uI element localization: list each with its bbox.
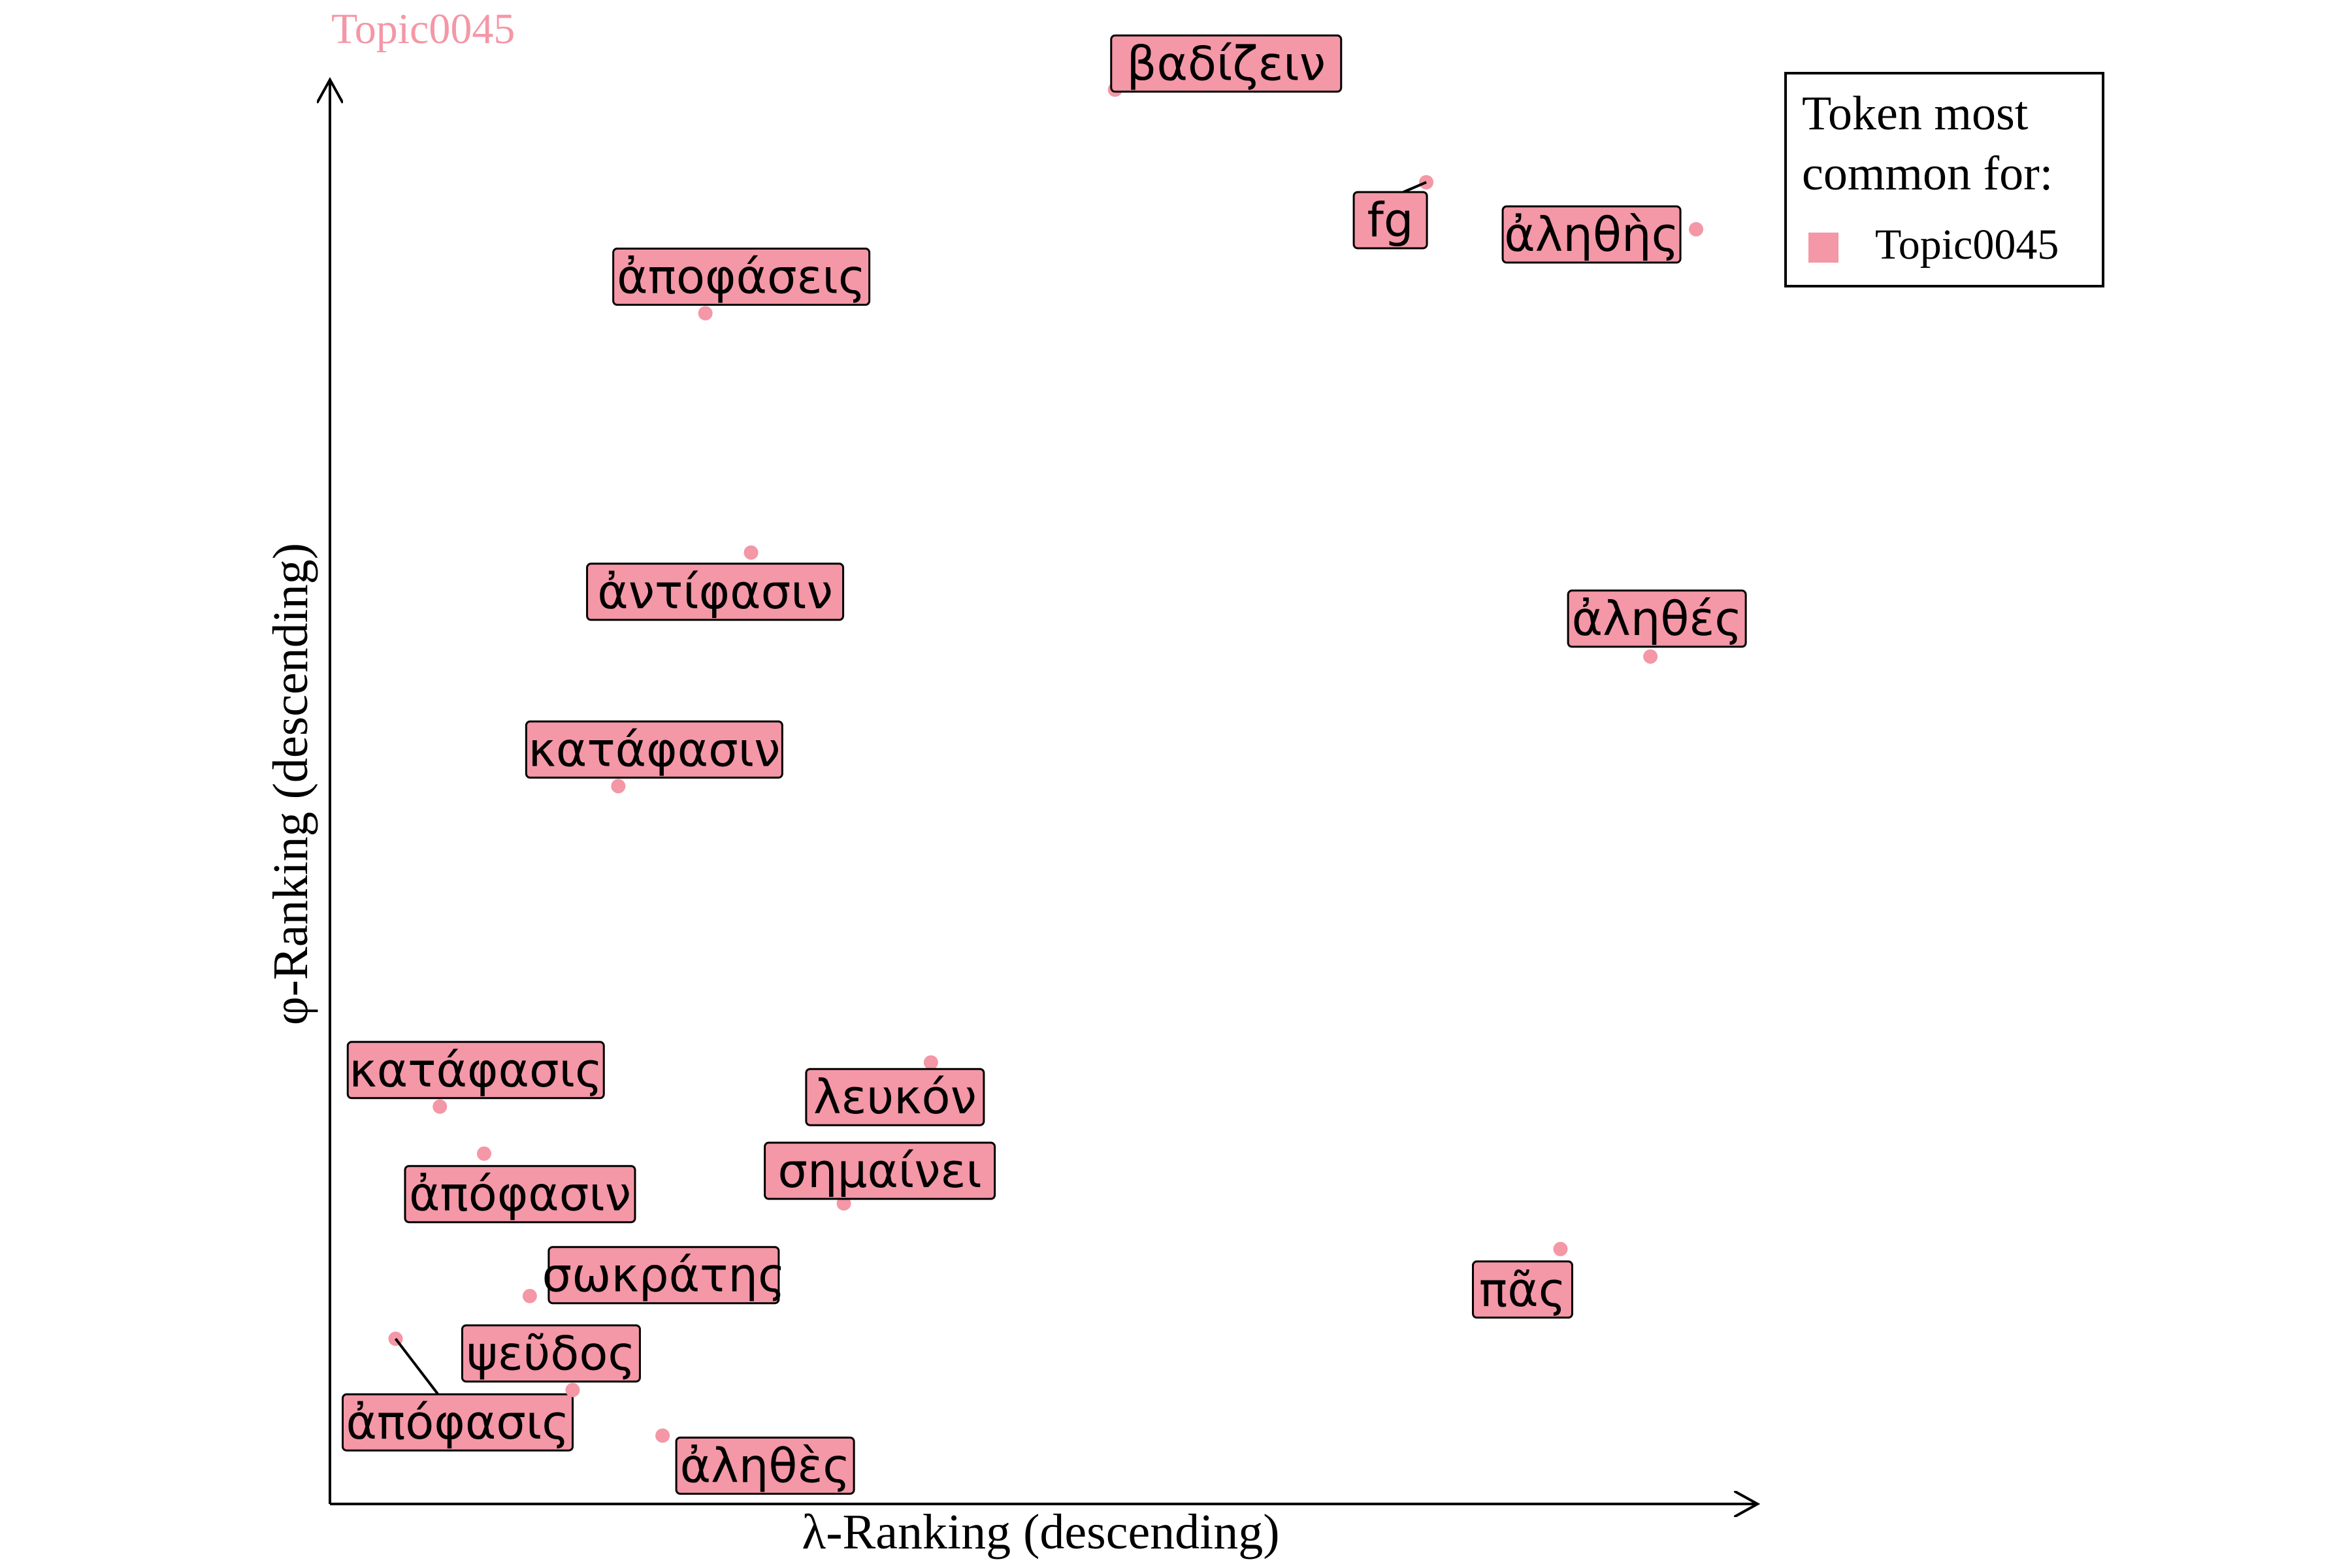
data-label-box: [1110, 34, 1343, 93]
data-label: ἀποφάσεις: [617, 250, 866, 304]
data-point: [1643, 649, 1658, 664]
data-label: ἀληθὲς: [680, 1438, 851, 1493]
legend-title-line: common for:: [1802, 147, 2053, 201]
label-leader-line: [394, 1337, 440, 1396]
data-point: [743, 545, 759, 560]
data-label: ἀληθές: [1572, 591, 1742, 646]
data-label-box: [612, 248, 871, 306]
data-point: [655, 1428, 670, 1443]
data-point: [522, 1288, 537, 1303]
legend-item-label: Topic0045: [1875, 221, 2059, 269]
y-axis-label: φ-Ranking (descending): [263, 543, 318, 1025]
data-point: [1553, 1241, 1568, 1256]
data-label-box: [346, 1041, 605, 1100]
legend-title-line: Token most: [1802, 87, 2029, 140]
data-label: ψεῦδος: [466, 1326, 635, 1381]
legend-title: Token most common for:: [1802, 87, 2053, 201]
data-label-box: [764, 1141, 996, 1200]
data-label: ἀληθὴς: [1504, 207, 1679, 262]
data-label: ἀντίφασιν: [597, 564, 833, 619]
data-label: σημαίνει: [777, 1143, 981, 1198]
legend-swatch: [1808, 233, 1838, 263]
data-label: σωκράτης: [542, 1248, 786, 1303]
data-label-box: [342, 1393, 574, 1452]
data-label: ἀπόφασις: [346, 1395, 569, 1450]
data-label: λευκόν: [813, 1070, 977, 1124]
label-leader-line: [1403, 181, 1427, 193]
data-label: ἀπόφασιν: [409, 1167, 631, 1222]
data-point: [1689, 221, 1704, 237]
data-label: fg: [1367, 193, 1414, 248]
data-label-box: [525, 720, 783, 779]
data-label-box: [675, 1436, 855, 1495]
data-label-box: [1501, 205, 1682, 264]
data-label-box: [1352, 191, 1428, 250]
x-axis-label: λ-Ranking (descending): [802, 1505, 1279, 1560]
data-point: [923, 1055, 938, 1070]
plot-area: βαδίζειν fg ἀληθὴς ἀποφάσεις ἀντίφασιν ἀληθές…: [342, 34, 1747, 1495]
chart-title: Topic0045: [331, 5, 515, 53]
data-point: [611, 779, 626, 794]
data-label-box: [404, 1165, 636, 1224]
data-point: [476, 1146, 491, 1161]
data-point: [433, 1099, 448, 1114]
data-label-box: [461, 1324, 641, 1383]
data-label-box: [547, 1246, 780, 1305]
legend: Token most common for: Topic0045: [1784, 72, 2104, 287]
data-label: πᾶς: [1479, 1262, 1566, 1317]
data-label-box: [586, 563, 845, 621]
data-label: κατάφασις: [349, 1043, 602, 1098]
data-label-box: [1567, 589, 1747, 648]
data-label-box: [1471, 1260, 1573, 1319]
data-point: [565, 1382, 580, 1397]
data-point: [698, 306, 713, 321]
data-label: κατάφασιν: [528, 722, 780, 777]
data-label-box: [805, 1068, 985, 1126]
data-label: βαδίζειν: [1127, 36, 1326, 91]
